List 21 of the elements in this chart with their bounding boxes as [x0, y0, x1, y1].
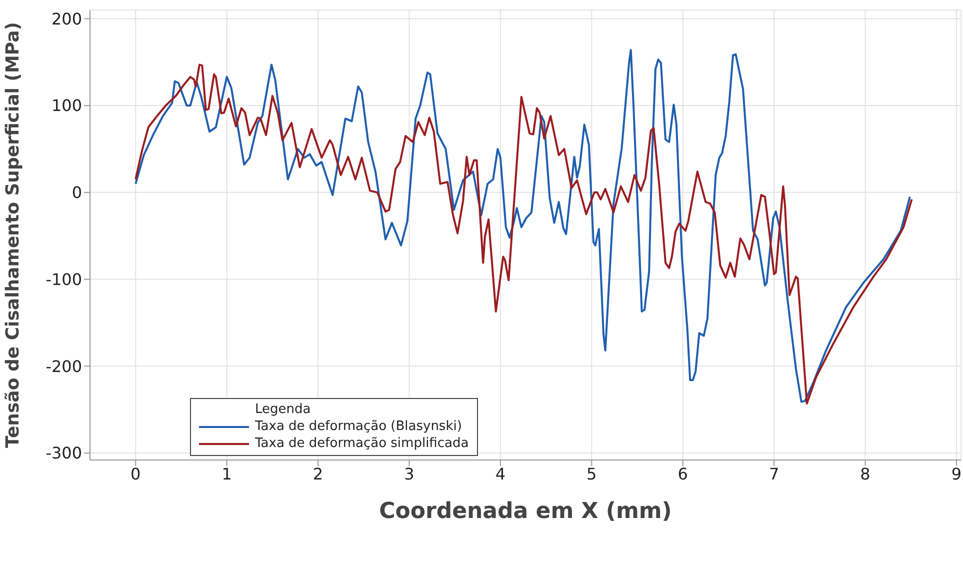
x-tick-label: 5: [586, 464, 597, 484]
legend-label: Taxa de deformação (Blasynski): [255, 418, 462, 435]
legend-title: Legenda: [254, 401, 312, 418]
y-axis-title: Tensão de Cisalhamento Superficial (MPa): [2, 22, 24, 448]
legend-label: Taxa de deformação simplificada: [255, 435, 469, 452]
x-tick-label: 8: [860, 464, 870, 484]
x-tick-label: 2: [312, 464, 324, 484]
x-tick-label: 6: [678, 464, 688, 484]
x-tick-label: 1: [222, 464, 232, 484]
y-tick-label: 200: [51, 9, 82, 28]
y-tick-label: -200: [46, 356, 82, 376]
x-tick-label: 0: [130, 464, 141, 484]
x-tick-label: 9: [951, 464, 962, 484]
x-tick-label: 4: [495, 464, 506, 484]
x-tick-label: 7: [768, 464, 780, 484]
y-tick-label: 100: [51, 96, 82, 116]
y-tick-label: -300: [46, 444, 82, 463]
y-tick-label: 0: [72, 183, 82, 202]
y-tick-label: -100: [46, 270, 82, 289]
x-tick-label: 3: [404, 464, 414, 484]
x-axis-title: Coordenada em X (mm): [379, 499, 672, 524]
